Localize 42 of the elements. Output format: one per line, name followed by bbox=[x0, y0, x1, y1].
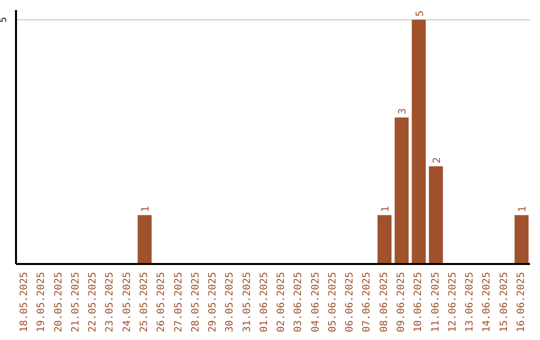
x-tick-label: 05.06.2025 bbox=[327, 272, 338, 332]
bar bbox=[428, 166, 443, 264]
x-tick-label: 13.06.2025 bbox=[464, 272, 476, 332]
x-tick-label: 28.05.2025 bbox=[190, 272, 202, 332]
x-tick-label: 09.06.2025 bbox=[396, 272, 407, 332]
x-tick-label: 30.05.2025 bbox=[224, 272, 236, 332]
bar bbox=[378, 215, 392, 264]
bar bbox=[138, 215, 152, 264]
data-label: 1 bbox=[140, 206, 152, 212]
bar bbox=[412, 20, 426, 264]
x-tick-label: 02.06.2025 bbox=[276, 272, 288, 332]
x-tick-label: 16.06.2025 bbox=[516, 272, 527, 332]
data-label: 3 bbox=[398, 108, 409, 114]
x-tick-label: 07.06.2025 bbox=[362, 272, 373, 332]
x-tick-label: 21.05.2025 bbox=[70, 272, 82, 332]
x-tick-label: 08.06.2025 bbox=[378, 272, 390, 332]
bar bbox=[514, 215, 529, 264]
data-label: 2 bbox=[432, 156, 443, 164]
data-label: 1 bbox=[518, 206, 529, 212]
x-tick-label: 24.05.2025 bbox=[122, 272, 133, 332]
x-tick-label: 22.05.2025 bbox=[88, 272, 99, 332]
x-tick-label: 31.05.2025 bbox=[242, 272, 253, 332]
x-tick-label: 15.06.2025 bbox=[498, 272, 510, 332]
x-tick-label: 03.06.2025 bbox=[293, 272, 304, 332]
x-tick-label: 23.05.2025 bbox=[104, 272, 116, 332]
x-tick-label: 27.05.2025 bbox=[173, 272, 184, 332]
x-tick-label: 19.05.2025 bbox=[36, 272, 48, 332]
x-tick-label: 25.05.2025 bbox=[139, 272, 150, 332]
x-tick-label: 12.06.2025 bbox=[447, 272, 458, 332]
x-tick-label: 11.06.2025 bbox=[430, 272, 442, 332]
bar bbox=[394, 117, 409, 264]
x-tick-label: 29.05.2025 bbox=[208, 272, 219, 332]
x-tick-label: 10.06.2025 bbox=[413, 272, 424, 332]
x-tick-label: 01.06.2025 bbox=[258, 272, 270, 332]
x-tick-label: 20.05.2025 bbox=[53, 272, 64, 332]
x-tick-label: 26.05.2025 bbox=[156, 272, 168, 332]
x-tick-label: 06.06.2025 bbox=[344, 272, 356, 332]
x-tick-label: 18.05.2025 bbox=[19, 272, 30, 332]
data-label: 1 bbox=[380, 206, 392, 212]
data-label: 5 bbox=[414, 10, 426, 17]
x-tick-label: 14.06.2025 bbox=[482, 272, 493, 332]
x-tick-label: 04.06.2025 bbox=[310, 272, 322, 332]
